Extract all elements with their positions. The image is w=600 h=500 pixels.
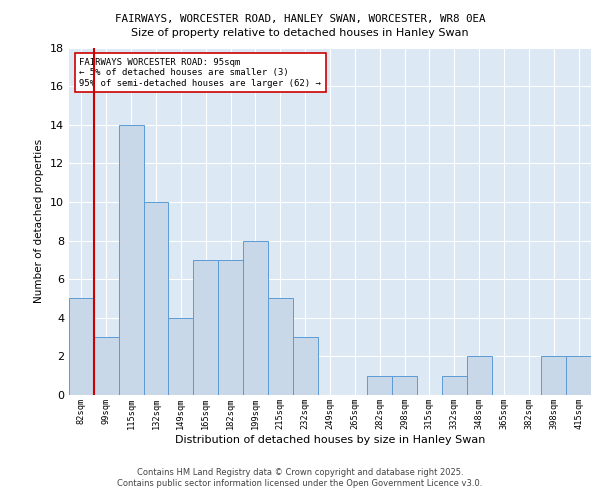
Bar [243, 240, 268, 395]
Bar [268, 298, 293, 395]
X-axis label: Distribution of detached houses by size in Hanley Swan: Distribution of detached houses by size … [175, 435, 485, 445]
Text: Size of property relative to detached houses in Hanley Swan: Size of property relative to detached ho… [131, 28, 469, 38]
Bar [541, 356, 566, 395]
Bar [218, 260, 243, 395]
Bar [467, 356, 491, 395]
Bar [119, 124, 143, 395]
Bar [367, 376, 392, 395]
Bar [442, 376, 467, 395]
Text: FAIRWAYS, WORCESTER ROAD, HANLEY SWAN, WORCESTER, WR8 0EA: FAIRWAYS, WORCESTER ROAD, HANLEY SWAN, W… [115, 14, 485, 24]
Bar [193, 260, 218, 395]
Bar [143, 202, 169, 395]
Bar [566, 356, 591, 395]
Y-axis label: Number of detached properties: Number of detached properties [34, 139, 44, 304]
Bar [293, 337, 317, 395]
Text: Contains HM Land Registry data © Crown copyright and database right 2025.
Contai: Contains HM Land Registry data © Crown c… [118, 468, 482, 487]
Bar [392, 376, 417, 395]
Bar [94, 337, 119, 395]
Bar [169, 318, 193, 395]
Text: FAIRWAYS WORCESTER ROAD: 95sqm
← 5% of detached houses are smaller (3)
95% of se: FAIRWAYS WORCESTER ROAD: 95sqm ← 5% of d… [79, 58, 322, 88]
Bar [69, 298, 94, 395]
